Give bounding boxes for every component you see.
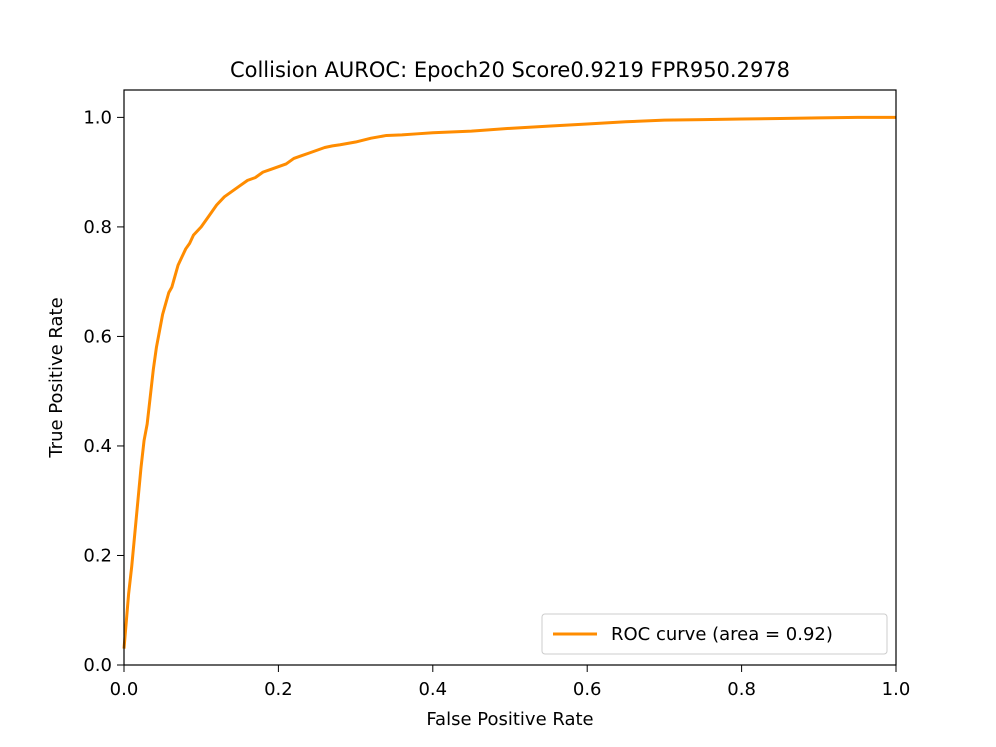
y-tick-label: 0.4 [83, 436, 112, 457]
y-tick-label: 0.6 [83, 326, 112, 347]
y-tick-label: 0.0 [83, 655, 112, 676]
y-axis-label: True Positive Rate [46, 297, 67, 458]
x-axis-label: False Positive Rate [426, 709, 593, 730]
axes-frame [123, 89, 897, 666]
x-tick-label: 1.0 [882, 679, 911, 700]
x-axis-ticks: 0.0 0.2 0.4 0.6 0.8 1.0 [110, 665, 911, 700]
x-tick-label: 0.6 [573, 679, 602, 700]
chart-title: Collision AUROC: Epoch20 Score0.9219 FPR… [230, 58, 790, 82]
roc-curve-line [122, 115, 896, 649]
x-tick-label: 0.0 [110, 679, 139, 700]
x-tick-label: 0.8 [727, 679, 756, 700]
y-tick-label: 0.2 [83, 545, 112, 566]
curve-layer [122, 115, 896, 649]
legend-box [541, 613, 888, 655]
y-tick-label: 1.0 [83, 107, 112, 128]
legend-label: ROC curve (area = 0.92) [611, 624, 833, 645]
plot-area: 0.0 0.2 0.4 0.6 0.8 1.0 0.0 0.2 0.4 0.6 0.8 1.0 [83, 89, 911, 700]
x-tick-label: 0.2 [264, 679, 293, 700]
y-axis-ticks: 0.0 0.2 0.4 0.6 0.8 1.0 [83, 107, 124, 676]
x-tick-label: 0.4 [418, 679, 447, 700]
legend: ROC curve (area = 0.92) [541, 613, 888, 655]
y-tick-label: 0.8 [83, 217, 112, 238]
